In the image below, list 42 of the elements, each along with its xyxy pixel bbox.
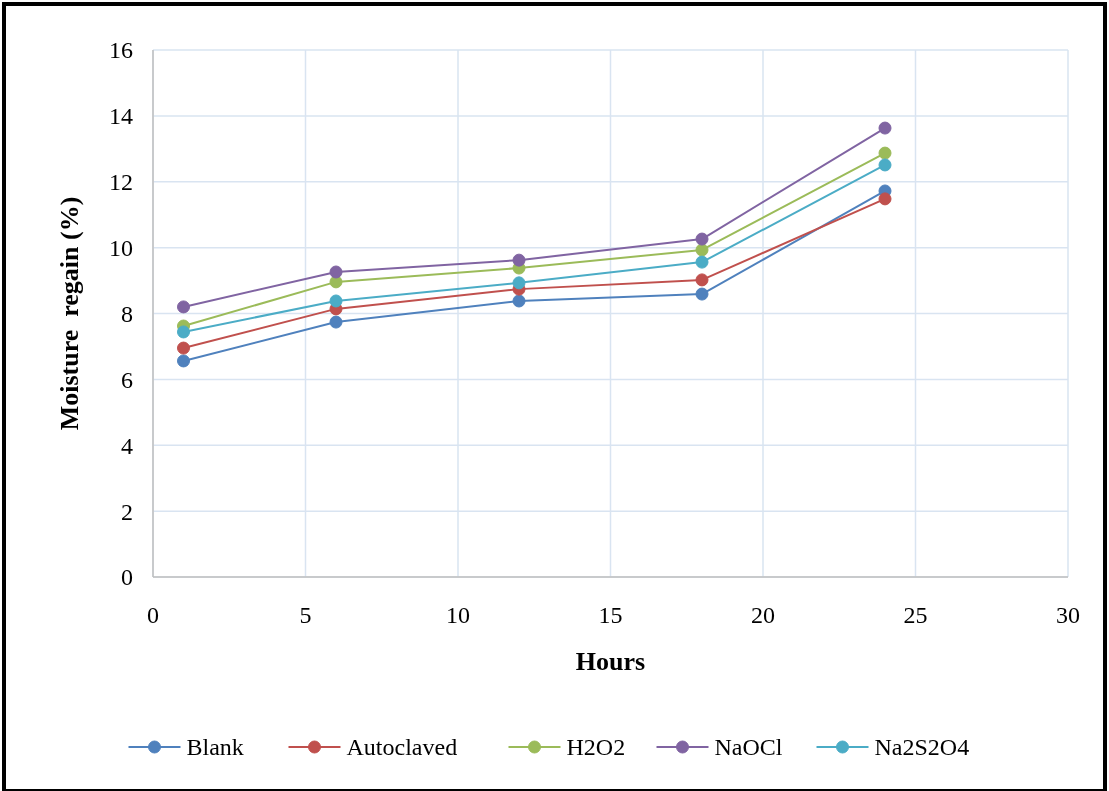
y-tick-label: 14 [109,103,133,130]
x-tick-label: 10 [446,602,470,628]
point [329,294,343,308]
point [695,243,709,257]
x-tick-label: 5 [299,602,312,628]
point [329,265,343,279]
point [695,273,709,287]
point [695,255,709,269]
point [695,287,709,301]
point [177,325,190,339]
y-axis-title: Moisture regain (%) [55,196,84,431]
point [512,276,526,290]
x-tick-label: 20 [751,602,775,628]
point [695,232,709,246]
x-tick-label: 15 [598,602,623,628]
point [878,146,892,160]
x-tick-label: 25 [903,602,928,628]
legend-label: NaOCl [714,734,783,761]
y-tick-label: 6 [121,366,133,393]
y-tick-label: 4 [121,432,133,459]
point [177,300,190,314]
x-tick-label: 0 [147,602,159,628]
y-tick-label: 8 [121,300,133,327]
legend-label: Blank [186,734,244,761]
point [878,192,892,206]
legend-label: Na2S2O4 [874,734,970,761]
legend-label: H2O2 [566,734,626,761]
point [878,121,892,135]
point [177,341,190,355]
y-tick-label: 2 [121,498,133,525]
point [512,294,526,308]
point [512,253,526,267]
y-tick-label: 16 [109,37,133,64]
y-tick-label: 10 [109,235,133,262]
legend-label: Autoclaved [346,734,458,761]
x-tick-label: 30 [1056,602,1080,628]
x-axis-title: Hours [575,647,646,676]
point [878,158,892,172]
point [177,354,190,368]
y-tick-label: 0 [121,564,133,591]
point [329,315,343,329]
y-tick-label: 12 [109,169,133,196]
